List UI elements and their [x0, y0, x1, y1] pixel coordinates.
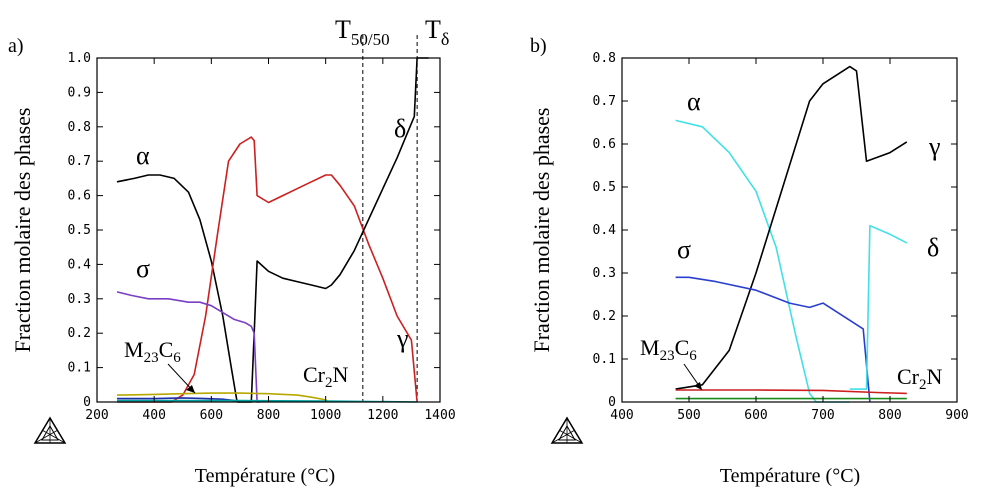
- x-tick-label: 1400: [424, 408, 455, 423]
- label-t5050: T50/50: [335, 15, 390, 49]
- series-line-unlabeled: [117, 399, 418, 403]
- y-tick-label: 0.6: [593, 137, 616, 152]
- m23c6-arrowhead-b: [694, 382, 702, 390]
- label-sigma-b: σ: [677, 235, 691, 264]
- series-line-γ: [675, 65, 908, 390]
- series-line-δ: [237, 57, 429, 403]
- series-line-δ: [849, 224, 908, 390]
- y-tick-label: 0.9: [68, 85, 91, 100]
- x-tick-label: 600: [200, 408, 223, 423]
- label-m23c6-a: M23C6: [124, 337, 181, 366]
- x-tick-label: 1000: [310, 408, 341, 423]
- panel-label-b: b): [530, 35, 547, 57]
- label-gamma-b: γ: [928, 132, 941, 161]
- x-tick-label: 800: [257, 408, 280, 423]
- x-tick-label: 600: [744, 408, 767, 423]
- y-tick-label: 0.8: [68, 120, 91, 135]
- series-line-α: [675, 119, 850, 403]
- y-tick-label: 0.4: [593, 223, 617, 238]
- y-tick-label: 0.6: [68, 189, 91, 204]
- label-sigma-a: σ: [136, 254, 150, 283]
- y-tick-label: 0.4: [68, 257, 92, 272]
- ticks-b: 0 0.1 0.2 0.3 0.4 0.5 0.6 0.7 0.8 400 500 600 700 800…: [593, 51, 969, 423]
- y-tick-label: 0: [83, 395, 91, 410]
- y-tick-label: 0.3: [68, 292, 91, 307]
- x-tick-label: 1200: [367, 408, 398, 423]
- x-tick-label: 900: [945, 408, 968, 423]
- label-alpha-a: α: [136, 141, 150, 170]
- label-m23c6-b: M23C6: [640, 335, 697, 364]
- series-line-Cr₂N: [675, 389, 907, 395]
- x-tick-label: 500: [677, 408, 700, 423]
- y-tick-label: 0.3: [593, 266, 616, 281]
- y-tick-label: 0.5: [593, 180, 616, 195]
- y-tick-label: 0.7: [68, 154, 91, 169]
- label-alpha-b: α: [687, 87, 701, 116]
- y-tick-label: 1.0: [68, 51, 91, 66]
- series-group-a: [116, 35, 429, 403]
- x-tick-label: 200: [85, 408, 108, 423]
- x-axis-label-b: Température (°C): [720, 465, 860, 487]
- x-tick-label: 400: [610, 408, 633, 423]
- ticks-a: 0 0.1 0.2 0.3 0.4 0.5 0.6 0.7 0.8 0.9 1.0 200 400 600…: [68, 51, 456, 423]
- label-cr2n-b: Cr2N: [897, 364, 943, 393]
- x-axis-label-a: Température (°C): [195, 465, 335, 487]
- y-tick-label: 0.1: [68, 361, 91, 376]
- chart-b: b) 0 0.1 0.2 0.3 0.4 0.5 0.6 0.7 0.8 400 500 600 700…: [529, 35, 969, 487]
- label-delta-b: δ: [927, 233, 939, 262]
- label-cr2n-a: Cr2N: [303, 362, 349, 391]
- label-delta-a: δ: [394, 114, 406, 143]
- chart-a: a) 0 0.1 0.2 0.3 0.4 0.5 0.6 0.7 0.8 0.9 1.0 200 400…: [8, 15, 456, 487]
- y-tick-label: 0.2: [68, 326, 91, 341]
- series-line-γ: [117, 136, 418, 403]
- y-tick-label: 0.5: [68, 223, 91, 238]
- label-tdelta: Tδ: [425, 15, 449, 49]
- label-gamma-a: γ: [396, 324, 409, 353]
- thermocalc-logo-a: [33, 416, 67, 444]
- y-tick-label: 0.1: [593, 352, 616, 367]
- y-tick-label: 0: [608, 395, 616, 410]
- series-line-Cr₂N: [116, 392, 329, 403]
- y-tick-label: 0.8: [593, 51, 616, 66]
- y-axis-label-a: Fraction molaire des phases: [10, 108, 35, 353]
- series-line-α: [116, 174, 238, 403]
- x-tick-label: 400: [142, 408, 165, 423]
- series-line-σ: [675, 276, 871, 403]
- series-line-σ: [116, 291, 260, 403]
- y-axis-label-b: Fraction molaire des phases: [529, 108, 554, 353]
- series-group-b: [675, 65, 908, 403]
- y-tick-label: 0.2: [593, 309, 616, 324]
- x-tick-label: 800: [878, 408, 901, 423]
- m23c6-arrowhead-a: [186, 385, 195, 393]
- y-tick-label: 0.7: [593, 94, 616, 109]
- thermocalc-logo-b: [550, 416, 584, 444]
- panel-label-a: a): [8, 35, 24, 57]
- x-tick-label: 700: [811, 408, 834, 423]
